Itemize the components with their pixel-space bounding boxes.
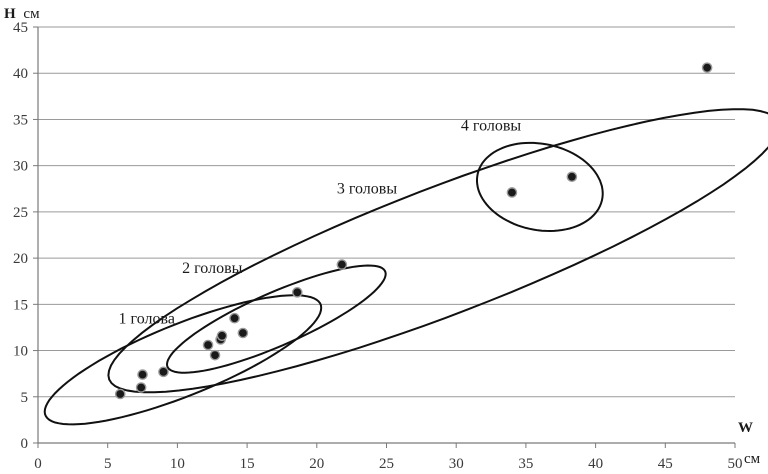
y-axis-unit: см — [23, 6, 40, 22]
data-points — [114, 62, 713, 400]
data-point — [158, 366, 169, 378]
gridlines — [38, 26, 735, 398]
data-point — [216, 330, 228, 342]
x-tick-label: 15 — [240, 456, 255, 472]
group-label-3: 3 головы — [337, 180, 397, 197]
group-labels: 1 голова 2 головы 3 головы 4 головы — [119, 118, 522, 328]
data-point — [566, 171, 578, 183]
y-tick-label: 30 — [13, 159, 28, 175]
x-tick-label: 10 — [170, 456, 185, 472]
data-point — [701, 62, 713, 73]
x-tick-label: 50 — [728, 456, 743, 472]
y-tick-label: 45 — [13, 20, 28, 36]
y-axis-title: H см — [4, 6, 40, 22]
axes: 0 5 10 15 20 25 30 35 40 45 0 5 10 15 20 25 30 35 40 45 50 — [13, 20, 743, 472]
y-tick-label: 25 — [13, 205, 28, 221]
x-tick-label: 5 — [104, 456, 112, 472]
y-tick-label: 35 — [13, 112, 28, 128]
y-tick-label: 15 — [13, 297, 28, 313]
x-tick-label: 40 — [588, 456, 603, 472]
group-ellipse-3 — [107, 108, 768, 394]
group-label-1: 1 голова — [119, 311, 175, 328]
group-label-4: 4 головы — [461, 118, 521, 135]
data-point — [135, 382, 147, 393]
x-tick-label: 45 — [658, 456, 673, 472]
data-point — [237, 327, 249, 339]
data-point — [114, 388, 126, 400]
data-point — [137, 369, 148, 380]
data-point — [506, 187, 518, 198]
x-axis-unit: см — [744, 451, 761, 467]
x-tick-label: 0 — [34, 456, 42, 472]
y-tick-label: 20 — [13, 251, 28, 267]
y-tick-label: 40 — [13, 66, 28, 82]
group-ellipse-1 — [43, 294, 323, 426]
x-tick-label: 30 — [449, 456, 464, 472]
group-ellipse-4 — [476, 141, 604, 233]
group-label-2: 2 головы — [182, 260, 242, 277]
x-tick-label: 20 — [309, 456, 324, 472]
data-point — [291, 287, 303, 298]
x-tick-label: 35 — [518, 456, 533, 472]
y-tick-label: 0 — [21, 436, 29, 452]
x-axis-letter: W — [738, 420, 753, 436]
data-point — [209, 349, 221, 361]
y-axis-letter: H — [4, 6, 16, 22]
x-tick-label: 25 — [379, 456, 394, 472]
y-tick-label: 5 — [21, 390, 29, 406]
data-point — [336, 259, 348, 270]
data-point — [202, 339, 214, 351]
group-ellipses — [43, 108, 768, 426]
group-ellipse-2 — [165, 264, 387, 374]
y-tick-label: 10 — [13, 344, 28, 360]
data-point — [229, 312, 240, 324]
